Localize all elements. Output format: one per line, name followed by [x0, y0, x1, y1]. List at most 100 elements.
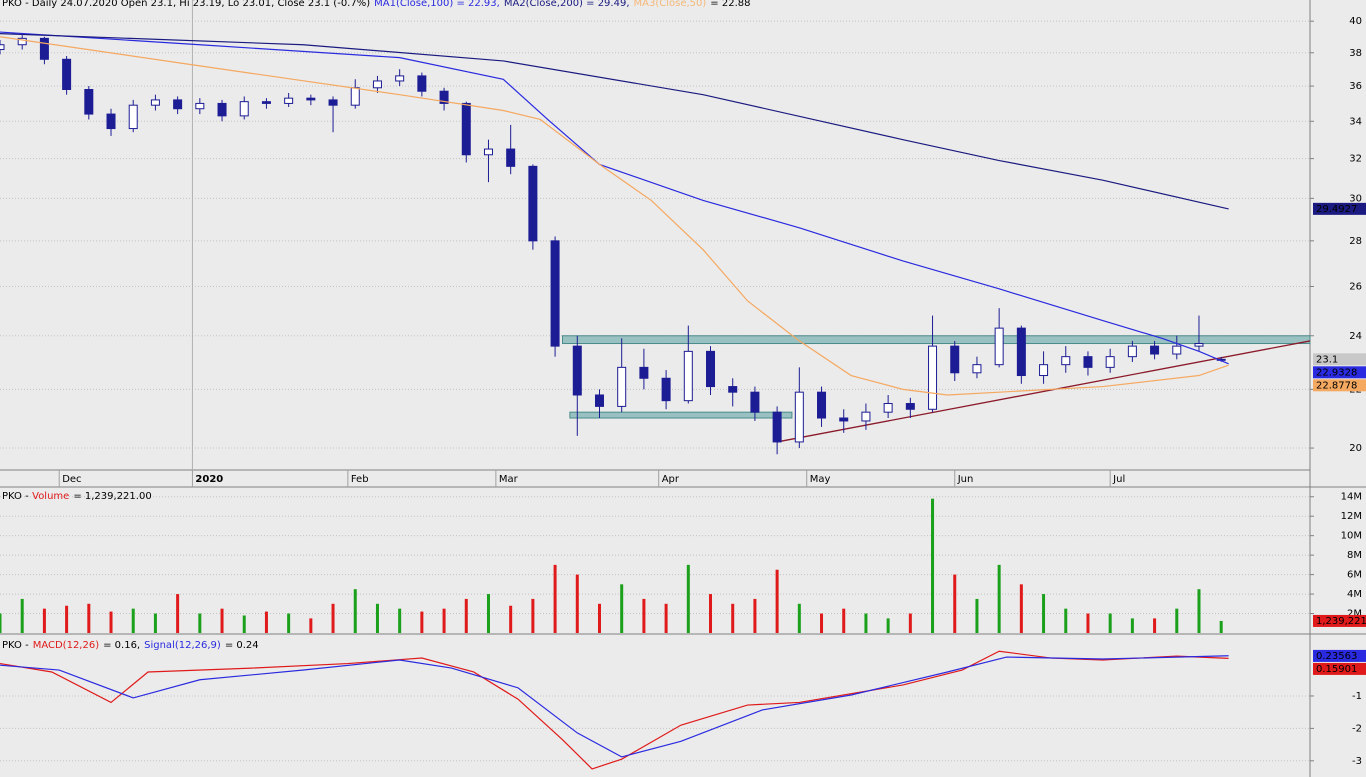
volume-bar [553, 564, 557, 633]
y-tick-label: 6M [1347, 570, 1362, 581]
support-zone [569, 411, 793, 419]
volume-bar [220, 608, 224, 633]
header-part: MACD(12,26) [33, 640, 100, 651]
value-label-bg [1313, 353, 1366, 366]
candle-body [1061, 356, 1071, 366]
header-part: = 0.16, [103, 640, 140, 651]
volume-bar [1153, 618, 1157, 633]
volume-bar [1197, 589, 1201, 633]
volume-bar [864, 613, 868, 633]
candle-body [173, 99, 183, 110]
candle-body [1083, 356, 1093, 368]
candle-body [0, 44, 5, 51]
candle-body [239, 101, 249, 117]
value-label: 1,239,221 [1316, 616, 1366, 627]
candle-body [1150, 345, 1160, 355]
moving-average [0, 36, 1229, 396]
volume-bar [797, 603, 801, 633]
header-part: = 1,239,221.00 [73, 491, 151, 502]
panel-header: PKO - MACD(12,26) = 0.16, Signal(12,26,9) = … [2, 640, 259, 651]
candle-body [1127, 345, 1137, 358]
volume-bar [353, 589, 357, 633]
volume-bar [442, 608, 446, 633]
candle-body [84, 89, 94, 115]
candle-body [572, 345, 582, 396]
value-label: 23.1 [1316, 354, 1338, 365]
candle-body [728, 386, 738, 393]
header-part: Volume [32, 491, 69, 502]
x-tick-label: 2020 [195, 474, 223, 485]
volume-bar [1130, 618, 1134, 633]
y-tick-label: 38 [1349, 48, 1362, 59]
volume-bar [331, 603, 335, 633]
header-part: PKO - Daily 24.07.2020 Open 23.1, Hi 23.… [2, 0, 370, 9]
candle-body [594, 394, 604, 407]
candle-body [861, 411, 871, 422]
volume-bar [686, 564, 690, 633]
panel-header: PKO - Volume = 1,239,221.00 [2, 491, 152, 502]
x-tick-label: Dec [62, 474, 81, 485]
candle-body [306, 97, 316, 101]
value-label: 0.15901 [1316, 664, 1357, 675]
candle-body [528, 165, 538, 242]
volume-bar [731, 603, 735, 633]
moving-average [0, 33, 1229, 210]
volume-bar [953, 574, 957, 633]
volume-bar [1019, 584, 1023, 633]
y-tick-label: 8M [1347, 550, 1362, 561]
candle-body [772, 411, 782, 443]
candle-body [794, 391, 804, 443]
candle-body [1016, 327, 1026, 377]
volume-bar [375, 603, 379, 633]
y-tick-label: 4M [1347, 589, 1362, 600]
y-tick-label: 14M [1341, 492, 1362, 503]
candle-body [372, 80, 382, 89]
volume-bar [842, 608, 846, 633]
volume-bar [531, 598, 535, 633]
panel-header: PKO - Daily 24.07.2020 Open 23.1, Hi 23.… [2, 0, 750, 9]
volume-bar [775, 569, 779, 633]
x-tick-label: Mar [499, 474, 519, 485]
volume-bar [709, 594, 713, 633]
candle-body [350, 87, 360, 106]
volume-bar [931, 498, 935, 633]
candle-body [639, 366, 649, 379]
volume-bar [642, 598, 646, 633]
candle-body [550, 240, 560, 347]
candle-body [839, 417, 849, 422]
volume-bar [620, 584, 624, 633]
candle-body [883, 403, 893, 413]
x-tick-label: May [810, 474, 831, 485]
header-part: MA2(Close,200) = 29.49, [504, 0, 630, 9]
value-label-bg [1313, 614, 1366, 627]
y-tick-label: 30 [1349, 193, 1362, 204]
volume-bar [1219, 620, 1223, 633]
volume-bar [65, 605, 69, 633]
volume-bar [1108, 613, 1112, 633]
y-tick-label: 12M [1341, 511, 1362, 522]
y-tick-label: 20 [1349, 443, 1362, 454]
candle-body [750, 391, 760, 413]
candle-body [17, 37, 27, 46]
y-tick-label: -3 [1352, 756, 1362, 767]
candle-body [461, 102, 471, 156]
volume-bar [997, 564, 1001, 633]
candle-body [1039, 364, 1049, 377]
value-label-bg [1313, 379, 1366, 392]
y-tick-label: 32 [1349, 154, 1362, 165]
x-tick-label: Jun [957, 474, 974, 485]
value-label: 22.9328 [1316, 367, 1357, 378]
y-tick-label: 2M [1347, 609, 1362, 620]
y-tick-label: 10M [1341, 531, 1362, 542]
indicator-line [0, 650, 1229, 770]
candle-body [1172, 345, 1182, 355]
volume-bar [597, 603, 601, 633]
candle-body [950, 345, 960, 374]
indicator-line [0, 655, 1229, 758]
header-part: PKO - [2, 491, 29, 502]
support-zone [561, 335, 1311, 345]
x-tick-label: Apr [662, 474, 680, 485]
value-label: 29.4927 [1316, 204, 1357, 215]
header-part: PKO - [2, 640, 29, 651]
